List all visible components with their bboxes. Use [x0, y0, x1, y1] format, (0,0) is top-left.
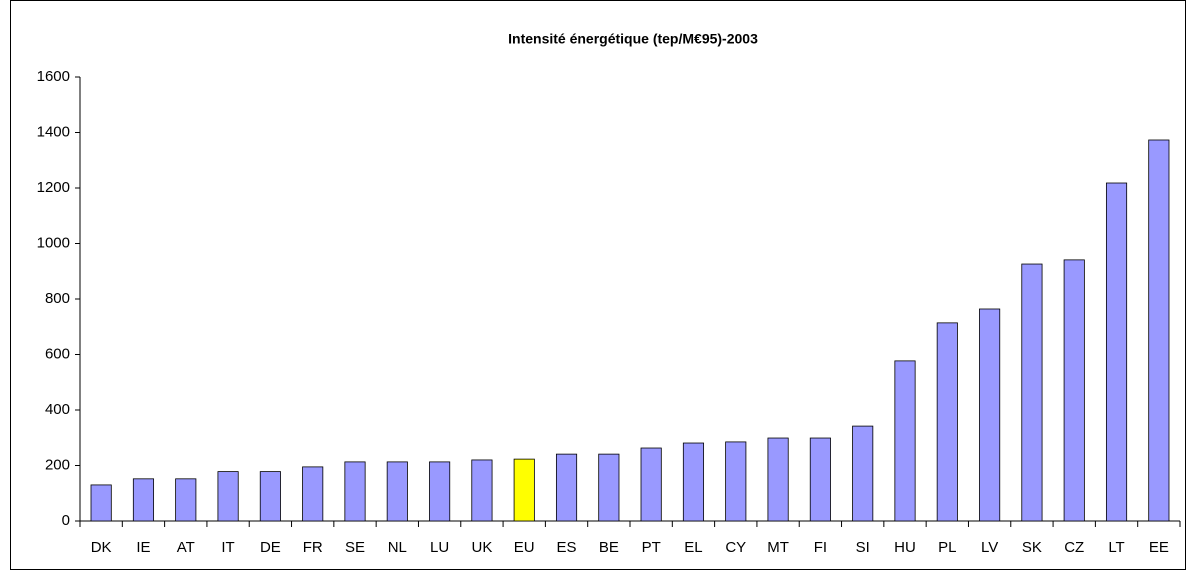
x-tick-label: CZ: [1064, 539, 1084, 556]
x-tick-label: DE: [260, 539, 281, 556]
y-tick-label: 800: [45, 290, 70, 307]
x-tick-label: BE: [599, 539, 619, 556]
x-tick-label: NL: [388, 539, 407, 556]
bar: [1063, 259, 1085, 522]
bar: [809, 437, 831, 522]
x-tick-label: IT: [221, 539, 234, 556]
bar: [852, 425, 874, 522]
bar: [979, 308, 1001, 522]
y-tick-label: 0: [62, 512, 70, 529]
y-tick-label: 600: [45, 345, 70, 362]
chart-title: Intensité énergétique (tep/M€95)-2003: [508, 31, 758, 47]
bar: [429, 461, 451, 522]
bar: [555, 453, 578, 522]
y-tick-label: 1600: [37, 68, 70, 85]
bar: [640, 447, 662, 522]
bar: [513, 458, 535, 522]
x-tick-label: PT: [642, 539, 661, 556]
x-tick-label: SE: [345, 539, 365, 556]
bar: [725, 441, 747, 522]
x-tick-label: HU: [894, 539, 916, 556]
x-tick-label: AT: [177, 539, 195, 556]
y-tick-label: 1200: [37, 179, 70, 196]
bar: [259, 471, 281, 522]
bar: [767, 437, 789, 522]
bar: [598, 453, 620, 522]
bar: [90, 484, 112, 522]
x-tick-label: IE: [136, 539, 150, 556]
x-tick-label: EL: [684, 539, 702, 556]
bar: [302, 466, 324, 522]
x-tick-label: LU: [430, 539, 449, 556]
bar: [132, 478, 155, 522]
x-tick-label: DK: [91, 539, 112, 556]
x-tick-label: PL: [938, 539, 956, 556]
bar: [1148, 139, 1170, 522]
x-tick-label: EE: [1149, 539, 1169, 556]
x-tick-label: EU: [514, 539, 535, 556]
x-tick-label: ES: [557, 539, 577, 556]
x-tick-label: FR: [303, 539, 323, 556]
x-tick-label: LT: [1108, 539, 1124, 556]
x-tick-label: SK: [1022, 539, 1042, 556]
y-tick-label: 200: [45, 456, 70, 473]
y-tick-label: 400: [45, 401, 70, 418]
x-tick-label: UK: [472, 539, 493, 556]
y-tick-label: 1400: [37, 123, 70, 140]
bar: [936, 322, 958, 522]
bar: [175, 478, 197, 522]
bar: [894, 360, 916, 522]
x-tick-label: SI: [856, 539, 870, 556]
x-tick-label: CY: [725, 539, 746, 556]
bar: [471, 459, 493, 522]
y-tick-label: 1000: [37, 234, 70, 251]
x-tick-label: MT: [767, 539, 789, 556]
bar: [344, 461, 366, 522]
bar: [1105, 182, 1128, 522]
bar: [217, 471, 239, 522]
bar: [386, 461, 408, 522]
bar: [1021, 263, 1043, 522]
bar: [682, 442, 705, 522]
x-tick-label: FI: [814, 539, 827, 556]
x-tick-label: LV: [981, 539, 998, 556]
